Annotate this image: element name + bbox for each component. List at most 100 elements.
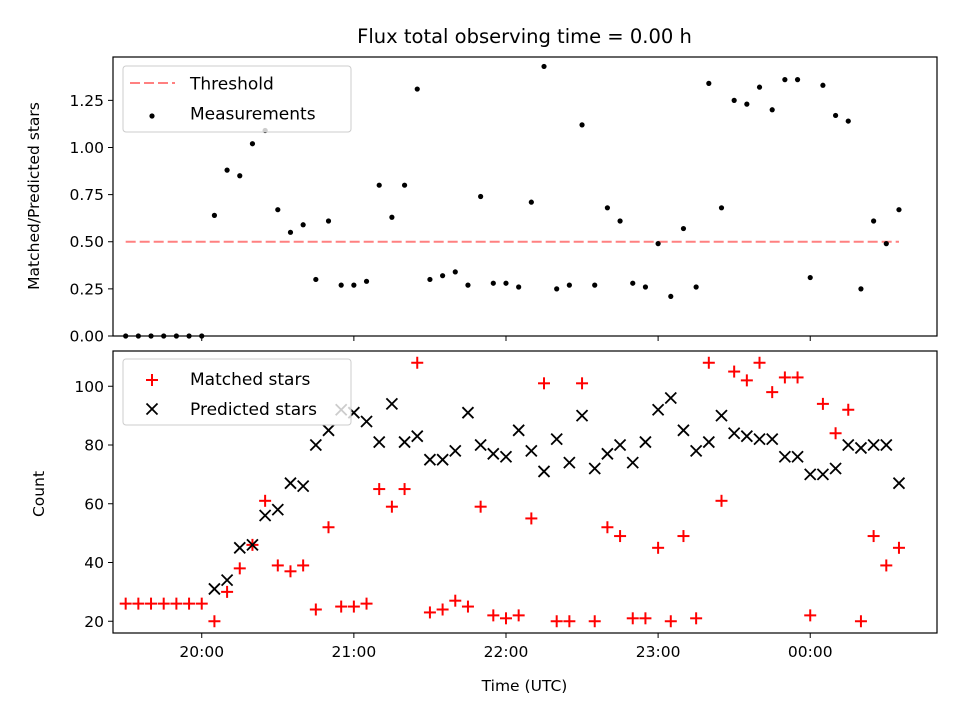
ratio-measurements-point xyxy=(744,101,750,107)
count-predicted-stars-point xyxy=(639,435,652,449)
count-predicted-stars-point xyxy=(766,432,779,446)
count-predicted-stars-point xyxy=(715,409,728,422)
count-predicted-stars-point xyxy=(449,444,462,458)
count-predicted-stars-point xyxy=(208,582,221,596)
ratio-measurements-point xyxy=(769,107,775,113)
ratio-measurements-point xyxy=(363,278,370,284)
count-matched-stars-point xyxy=(499,612,512,625)
count-x-tick-label: 21:00 xyxy=(332,643,377,661)
count-matched-stars-point xyxy=(664,615,677,628)
count-matched-stars-point xyxy=(449,594,462,607)
count-legend: Matched stars Predicted stars xyxy=(122,358,352,426)
count-matched-stars-point xyxy=(588,615,601,628)
ratio-measurements-point xyxy=(858,286,864,292)
count-matched-stars-point xyxy=(360,597,373,610)
count-predicted-stars-point xyxy=(575,409,589,422)
count-y-tick-label: 80 xyxy=(84,437,104,455)
count-x-tick-label: 00:00 xyxy=(788,643,833,661)
ratio-measurements-point xyxy=(630,280,636,286)
count-predicted-stars-point xyxy=(854,441,868,455)
count-predicted-stars-point xyxy=(423,453,437,466)
count-y-tick-label: 100 xyxy=(74,378,104,396)
count-matched-stars-point xyxy=(753,356,766,369)
ratio-measurements-point xyxy=(490,280,496,286)
count-matched-stars-point xyxy=(487,609,500,622)
count-predicted-stars-point xyxy=(373,435,386,449)
count-matched-stars-point xyxy=(436,603,449,616)
ratio-measurements-point xyxy=(503,280,509,286)
ratio-measurements-point xyxy=(414,86,420,92)
count-matched-stars-point xyxy=(119,597,132,610)
ratio-y-tick-label: 0.00 xyxy=(69,328,104,346)
count-matched-stars-point xyxy=(740,374,753,387)
ratio-measurements-point xyxy=(427,276,433,283)
count-y-tick-label: 40 xyxy=(84,554,104,572)
count-predicted-stars-point xyxy=(842,438,855,452)
count-matched-stars-point xyxy=(271,559,284,572)
ratio-measurements-point xyxy=(351,282,357,288)
ratio-measurements-point xyxy=(237,173,243,179)
count-matched-stars-point xyxy=(208,615,221,628)
ratio-measurements-point xyxy=(541,63,547,70)
count-matched-stars-point xyxy=(791,371,804,384)
count-predicted-stars-point xyxy=(816,468,830,481)
ratio-measurements-point xyxy=(465,282,471,288)
count-plot-area xyxy=(119,356,906,628)
count-predicted-stars-point xyxy=(740,430,753,443)
count-predicted-stars-point xyxy=(246,538,259,552)
count-matched-stars-point xyxy=(867,530,880,543)
count-matched-stars-point xyxy=(601,521,614,534)
count-matched-stars-point xyxy=(221,585,234,598)
count-predicted-stars-point xyxy=(271,503,284,516)
ratio-measurements-point xyxy=(871,218,877,224)
count-y-tick-label: 60 xyxy=(84,495,104,513)
ratio-measurements-point xyxy=(883,241,889,247)
count-x-tick-label: 22:00 xyxy=(484,643,529,661)
count-matched-stars-point xyxy=(170,597,183,610)
count-matched-stars-point xyxy=(892,541,905,554)
count-predicted-stars-point xyxy=(436,453,449,466)
count-matched-stars-point xyxy=(842,403,855,416)
ratio-measurements-point xyxy=(604,205,611,211)
count-axes: 20 40 60 80 100 20:00 21:00 22:00 23:00 00:00 xyxy=(74,350,938,661)
ratio-measurements-point xyxy=(211,212,218,218)
ratio-y-tick-label: 0.75 xyxy=(69,186,104,204)
count-predicted-stars-point xyxy=(613,438,627,452)
count-matched-stars-point xyxy=(398,483,411,496)
count-matched-stars-point xyxy=(538,377,551,390)
count-predicted-stars-point xyxy=(322,424,335,437)
count-matched-stars-point xyxy=(652,541,665,554)
ratio-measurements-point xyxy=(718,205,725,211)
legend-predicted-label: Predicted stars xyxy=(190,400,317,420)
count-predicted-stars-point xyxy=(550,432,563,446)
count-matched-stars-point xyxy=(880,559,893,572)
count-predicted-stars-point xyxy=(702,435,715,449)
count-matched-stars-point xyxy=(309,603,322,616)
count-matched-stars-point xyxy=(259,494,272,507)
count-matched-stars-point xyxy=(702,356,715,369)
chart-title: Flux total observing time = 0.00 h xyxy=(357,25,692,48)
ratio-measurements-point xyxy=(655,241,661,247)
ratio-measurements-point xyxy=(820,82,826,88)
ratio-legend-frame xyxy=(122,65,352,133)
count-matched-stars-point xyxy=(512,609,525,622)
count-matched-stars-point xyxy=(614,530,627,543)
count-predicted-stars-point xyxy=(537,465,551,478)
ratio-measurements-point xyxy=(376,182,382,188)
count-matched-stars-point xyxy=(385,500,398,513)
count-predicted-stars-point xyxy=(664,391,677,405)
ratio-measurements-point xyxy=(617,218,623,224)
count-predicted-stars-point xyxy=(233,541,246,554)
count-matched-stars-point xyxy=(550,615,563,628)
ratio-measurements-point xyxy=(566,282,572,288)
count-predicted-stars-point xyxy=(385,397,399,411)
count-x-tick-label: 20:00 xyxy=(179,643,224,661)
count-matched-stars-point xyxy=(576,377,589,390)
count-matched-stars-point xyxy=(145,597,158,610)
ratio-measurements-point xyxy=(592,282,598,288)
count-matched-stars-point xyxy=(816,397,829,410)
count-predicted-stars-point xyxy=(309,438,322,452)
legend-threshold-label: Threshold xyxy=(189,75,274,95)
count-predicted-stars-point xyxy=(461,406,475,419)
count-matched-stars-point xyxy=(728,365,741,378)
